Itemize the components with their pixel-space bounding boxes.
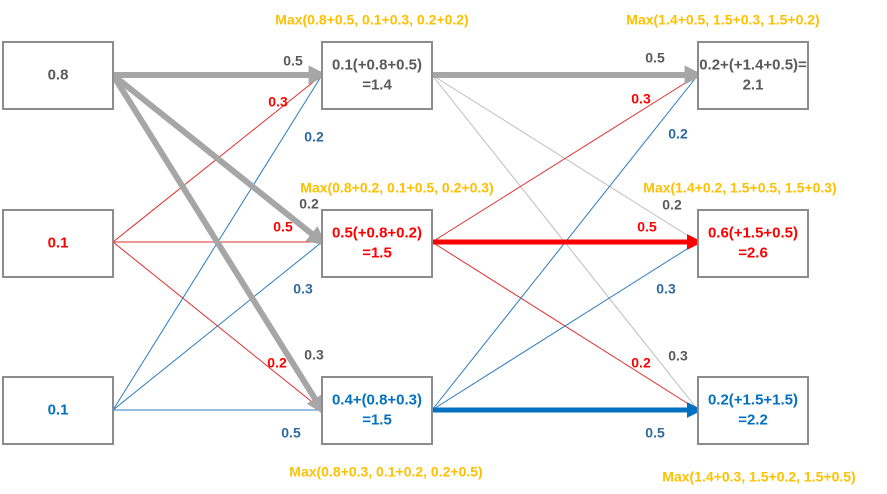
node-hidden-2: 0.5(+0.8+0.2) =1.5 [322,210,432,277]
max-hidden-2-label: Max(0.8+0.2, 0.1+0.5, 0.2+0.3) [300,180,493,196]
node-value-line: =2.2 [738,411,768,428]
weight-label-input-3-hidden-2: 0.3 [293,281,313,297]
weight-label-input-3-hidden-3: 0.5 [281,425,301,441]
weight-label-input-2-hidden-3: 0.2 [267,355,287,371]
node-value-line: 0.4+(0.8+0.3) [332,391,422,408]
max-hidden-1-label: Max(0.8+0.5, 0.1+0.3, 0.2+0.2) [275,12,468,28]
weight-label-input-1-hidden-3: 0.3 [304,347,324,363]
weight-label-hidden-3-output-3: 0.5 [645,425,665,441]
node-value-line: =1.4 [362,76,392,93]
node-output-1: 0.2+(+1.4+0.5)= 2.1 [698,42,808,109]
node-value-line: 0.8 [48,66,69,83]
max-output-3-label: Max(1.4+0.3, 1.5+0.2, 1.5+0.5) [662,469,855,485]
node-value-line: 0.2+(+1.4+0.5)= [699,56,807,73]
node-output-2: 0.6(+1.5+0.5) =2.6 [698,210,808,277]
max-output-1-label: Max(1.4+0.5, 1.5+0.3, 1.5+0.2) [626,12,819,28]
node-value-line: 0.6(+1.5+0.5) [708,224,798,241]
weight-label-hidden-2-output-2: 0.5 [637,219,657,235]
weight-label-hidden-3-output-1: 0.2 [668,126,688,142]
node-output-3: 0.2(+1.5+1.5) =2.2 [698,377,808,444]
node-input-2: 0.1 [3,210,113,277]
max-hidden-3-label: Max(0.8+0.3, 0.1+0.2, 0.2+0.5) [289,464,482,480]
node-value-line: 0.1 [48,401,69,418]
max-output-2-label: Max(1.4+0.2, 1.5+0.5, 1.5+0.3) [643,180,836,196]
node-value-line: 0.1 [48,234,69,251]
weight-label-hidden-2-output-1: 0.3 [631,91,651,107]
node-hidden-3: 0.4+(0.8+0.3) =1.5 [322,377,432,444]
node-value-line: 0.5(+0.8+0.2) [332,224,422,241]
weight-label-hidden-2-output-3: 0.2 [631,355,651,371]
node-value-line: =2.6 [738,244,768,261]
weight-label-input-3-hidden-1: 0.2 [304,129,324,145]
weight-label-hidden-3-output-2: 0.3 [656,281,676,297]
node-input-1: 0.8 [3,42,113,109]
node-input-3: 0.1 [3,377,113,444]
weight-label-input-1-hidden-2: 0.2 [299,196,319,212]
node-value-line: =1.5 [362,244,392,261]
node-value-line: 2.1 [743,76,764,93]
weight-label-hidden-1-output-1: 0.5 [645,50,665,66]
weight-label-hidden-1-output-3: 0.3 [668,348,688,364]
node-value-line: 0.2(+1.5+1.5) [708,391,798,408]
node-value-line: =1.5 [362,411,392,428]
weight-label-input-2-hidden-1: 0.3 [268,94,288,110]
weight-label-hidden-1-output-2: 0.2 [662,197,682,213]
node-value-line: 0.1(+0.8+0.5) [332,56,422,73]
weight-label-input-1-hidden-1: 0.5 [283,53,303,69]
node-hidden-1: 0.1(+0.8+0.5) =1.4 [322,42,432,109]
weight-label-input-2-hidden-2: 0.5 [273,219,293,235]
